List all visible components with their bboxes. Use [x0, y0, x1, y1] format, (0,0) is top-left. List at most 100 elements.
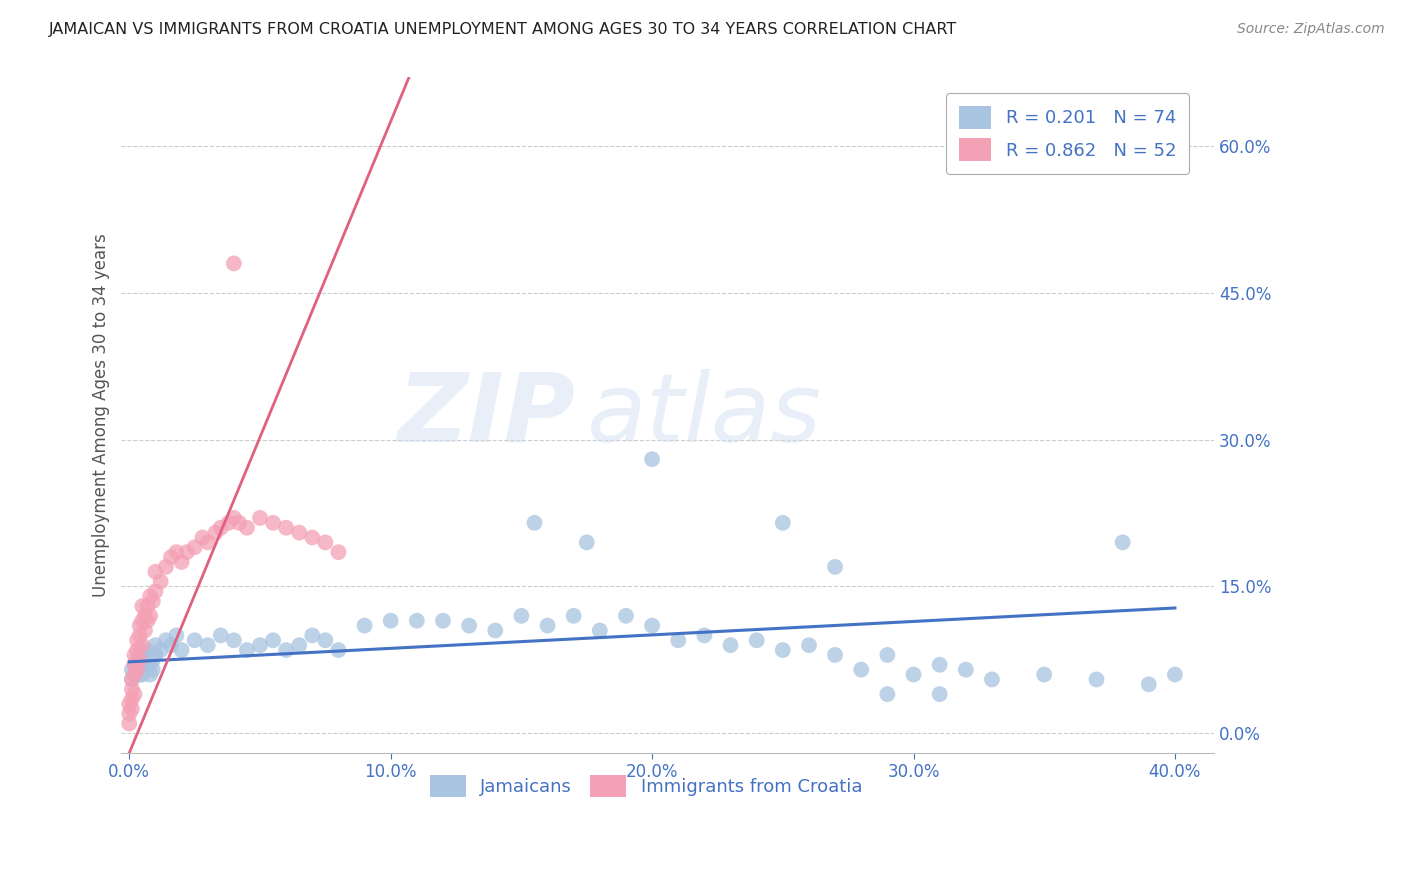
Point	[876, 687, 898, 701]
Point	[301, 628, 323, 642]
Point	[142, 663, 165, 677]
Point	[876, 648, 898, 662]
Point	[118, 697, 141, 711]
Point	[124, 657, 146, 672]
Point	[183, 633, 205, 648]
Point	[121, 673, 143, 687]
Point	[228, 516, 250, 530]
Point	[165, 628, 187, 642]
Point	[523, 516, 546, 530]
Point	[134, 648, 156, 662]
Point	[405, 614, 427, 628]
Point	[288, 525, 311, 540]
Point	[209, 521, 232, 535]
Point	[176, 545, 198, 559]
Point	[139, 657, 162, 672]
Point	[124, 667, 146, 681]
Point	[127, 633, 149, 648]
Point	[145, 638, 167, 652]
Point	[136, 653, 159, 667]
Point	[772, 643, 794, 657]
Point	[191, 531, 214, 545]
Text: ZIP: ZIP	[396, 368, 575, 462]
Point	[127, 663, 149, 677]
Point	[139, 589, 162, 603]
Point	[209, 628, 232, 642]
Point	[666, 633, 689, 648]
Point	[824, 560, 846, 574]
Point	[127, 653, 149, 667]
Point	[142, 653, 165, 667]
Point	[121, 692, 143, 706]
Point	[1085, 673, 1108, 687]
Point	[955, 663, 977, 677]
Point	[118, 706, 141, 721]
Point	[693, 628, 716, 642]
Point	[1111, 535, 1133, 549]
Point	[128, 628, 150, 642]
Point	[222, 511, 245, 525]
Point	[1033, 667, 1056, 681]
Point	[155, 560, 177, 574]
Point	[562, 608, 585, 623]
Point	[149, 574, 172, 589]
Point	[851, 663, 873, 677]
Point	[380, 614, 402, 628]
Point	[183, 541, 205, 555]
Point	[262, 516, 284, 530]
Point	[121, 663, 143, 677]
Point	[145, 584, 167, 599]
Point	[142, 594, 165, 608]
Point	[134, 624, 156, 638]
Point	[118, 716, 141, 731]
Point	[121, 682, 143, 697]
Point	[155, 633, 177, 648]
Point	[536, 618, 558, 632]
Point	[131, 667, 153, 681]
Point	[134, 608, 156, 623]
Point	[170, 643, 193, 657]
Point	[236, 643, 259, 657]
Point	[131, 614, 153, 628]
Point	[328, 545, 350, 559]
Point	[131, 657, 153, 672]
Point	[772, 516, 794, 530]
Point	[128, 618, 150, 632]
Point	[121, 702, 143, 716]
Point	[222, 256, 245, 270]
Point	[980, 673, 1002, 687]
Point	[745, 633, 768, 648]
Point	[124, 687, 146, 701]
Point	[314, 633, 336, 648]
Point	[928, 657, 950, 672]
Point	[128, 648, 150, 662]
Point	[288, 638, 311, 652]
Point	[249, 638, 271, 652]
Point	[314, 535, 336, 549]
Point	[510, 608, 533, 623]
Point	[1137, 677, 1160, 691]
Point	[484, 624, 506, 638]
Point	[204, 525, 226, 540]
Text: atlas: atlas	[586, 368, 821, 462]
Point	[197, 638, 219, 652]
Point	[301, 531, 323, 545]
Point	[589, 624, 612, 638]
Point	[276, 643, 298, 657]
Point	[432, 614, 454, 628]
Point	[165, 545, 187, 559]
Point	[720, 638, 742, 652]
Point	[797, 638, 820, 652]
Point	[127, 643, 149, 657]
Point	[121, 673, 143, 687]
Point	[128, 667, 150, 681]
Point	[262, 633, 284, 648]
Point	[139, 667, 162, 681]
Point	[131, 599, 153, 613]
Point	[136, 643, 159, 657]
Point	[131, 638, 153, 652]
Point	[160, 638, 183, 652]
Point	[136, 599, 159, 613]
Point	[145, 648, 167, 662]
Point	[218, 516, 240, 530]
